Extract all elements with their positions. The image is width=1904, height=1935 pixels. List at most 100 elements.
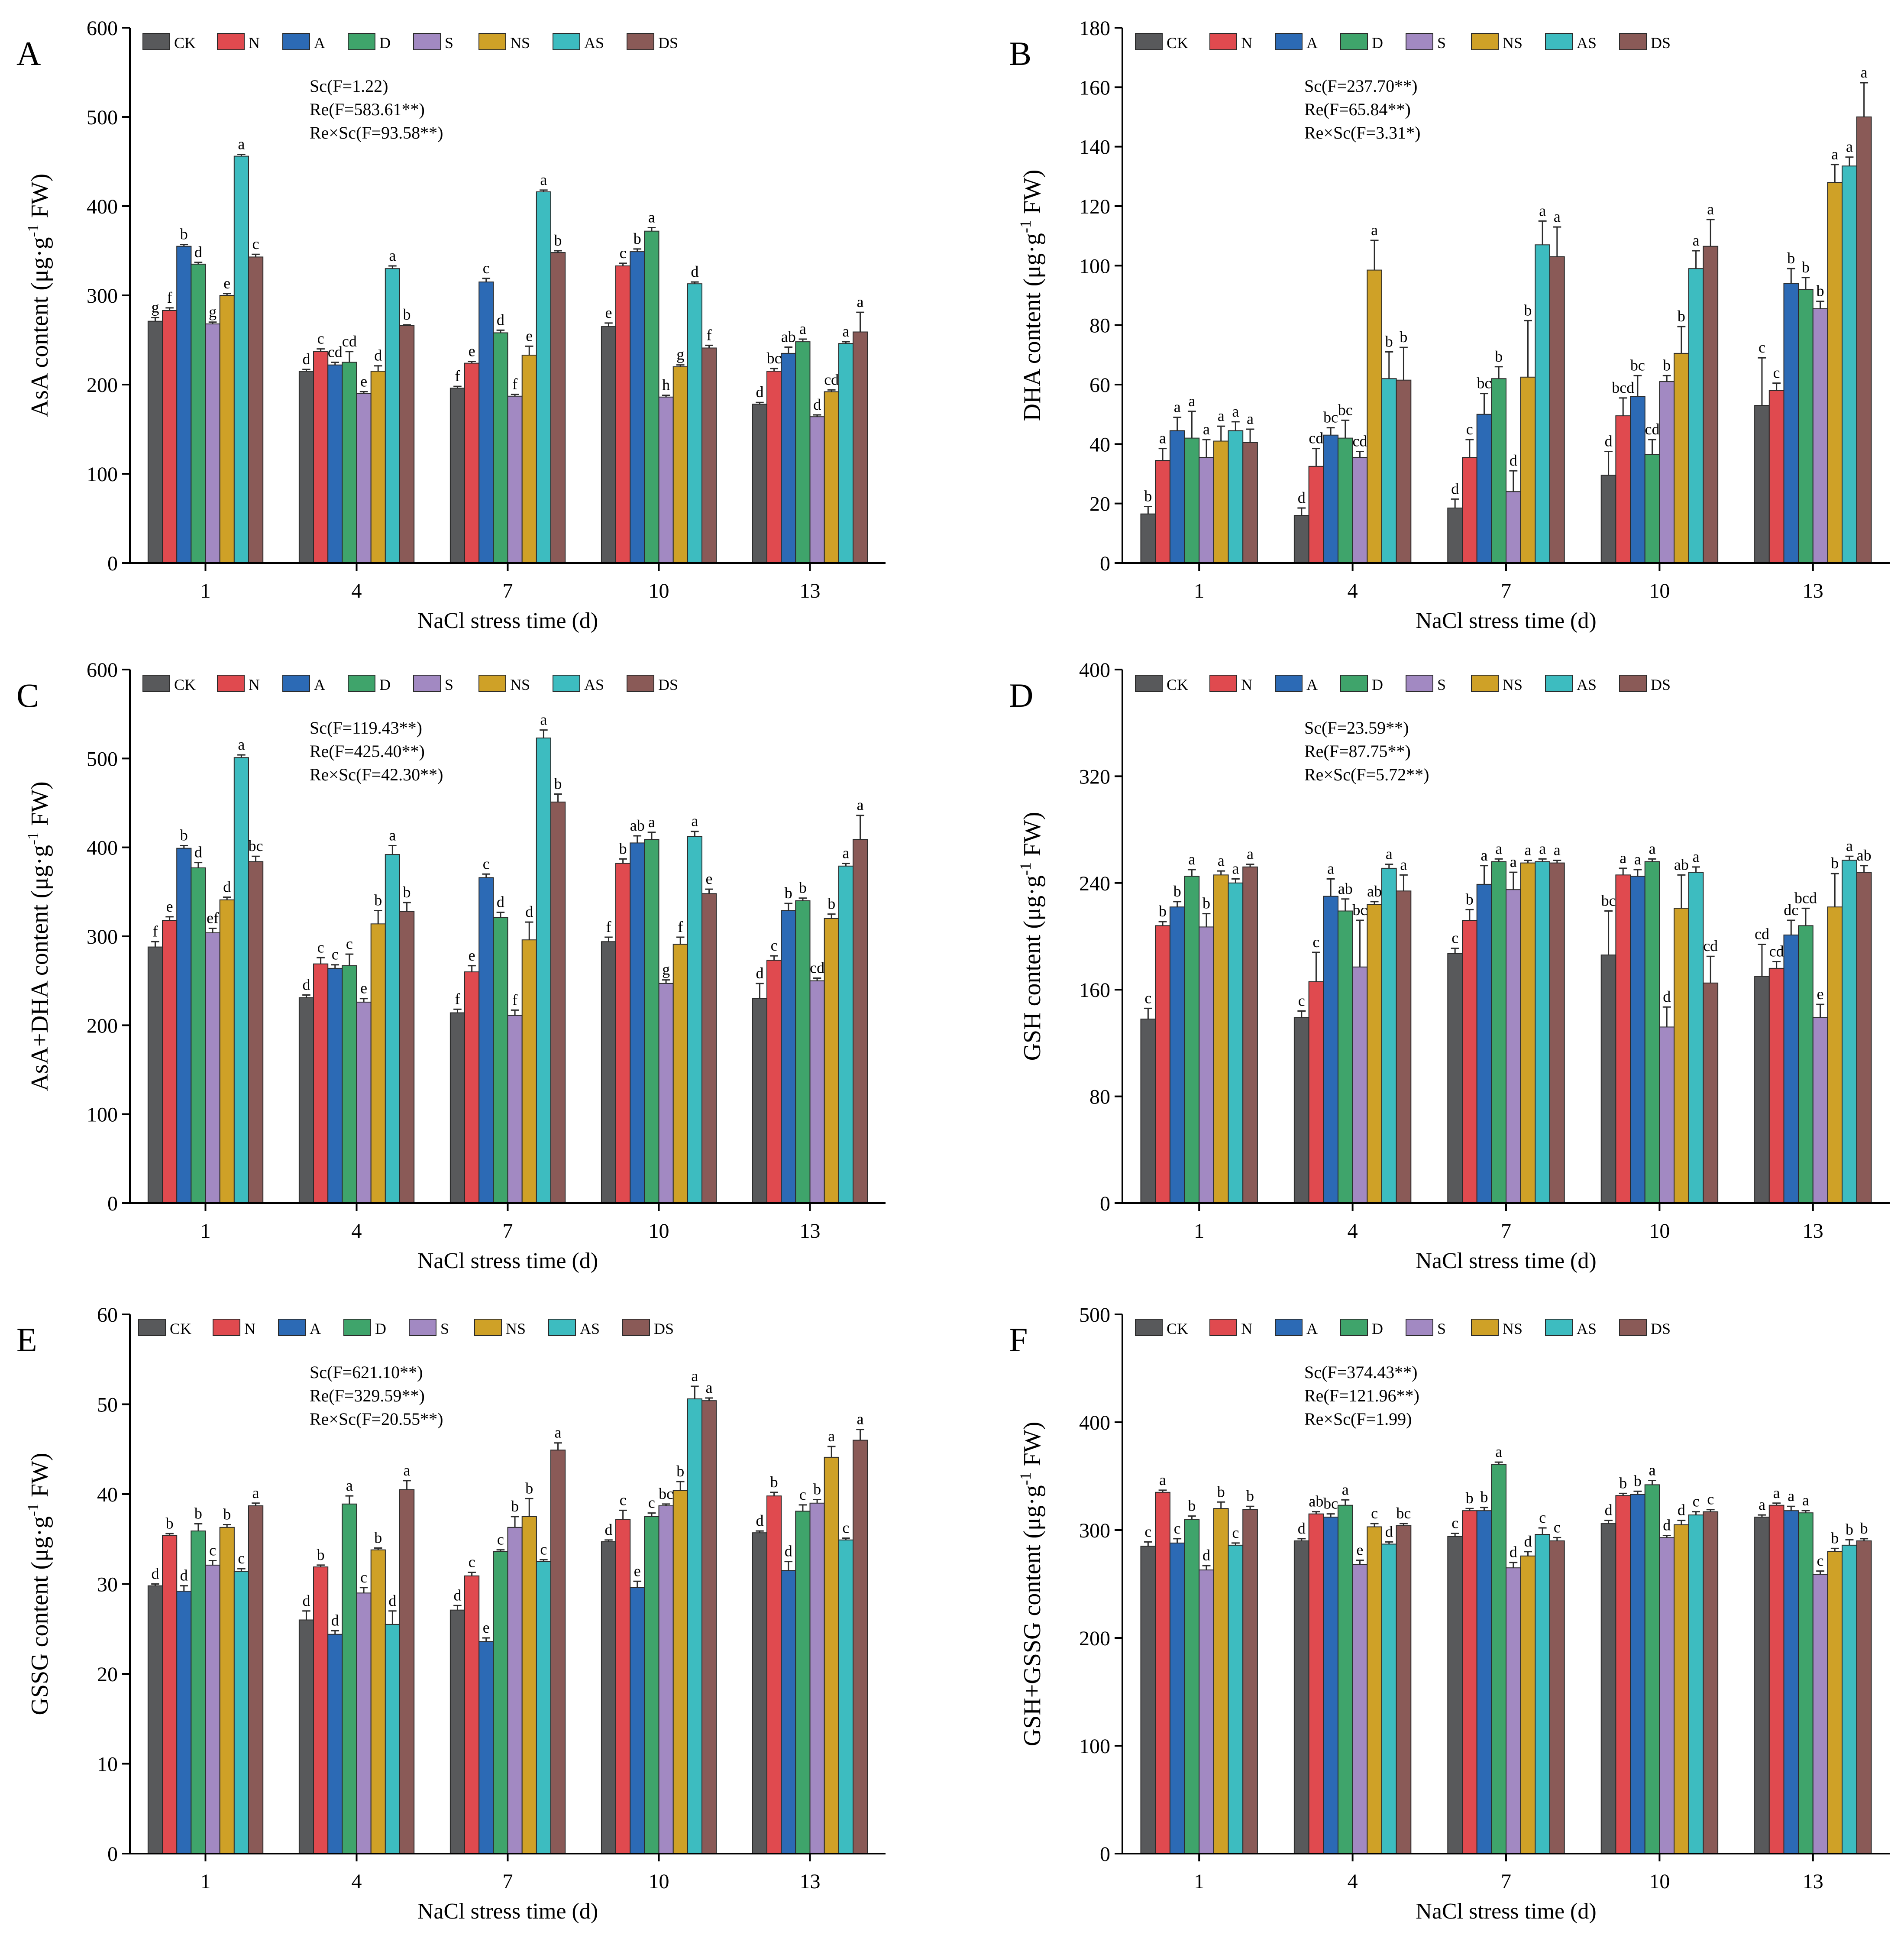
bar-S-1 [1199, 1569, 1214, 1854]
x-axis-label: NaCl stress time (d) [1416, 1249, 1596, 1273]
y-tick-label: 0 [1100, 1843, 1110, 1866]
error-bar-A-13 [784, 903, 793, 911]
sig-letter-S-4: bc [1352, 901, 1367, 919]
sig-letter-NS-13: a [828, 1427, 835, 1445]
error-bar-A-13 [1787, 1505, 1795, 1511]
sig-letter-A-4: a [1327, 860, 1334, 877]
bar-D-10 [644, 839, 659, 1204]
sig-letter-N-7: e [469, 342, 475, 359]
error-bar-N-7 [1465, 1508, 1474, 1511]
sig-letter-A-4: cd [328, 343, 343, 361]
error-bar-CK-10 [604, 1539, 613, 1542]
error-bar-AS-4 [388, 265, 397, 269]
sig-letter-S-1: d [1203, 1547, 1210, 1564]
sig-letter-A-1: a [1174, 398, 1181, 416]
bar-A-13 [1783, 1510, 1799, 1854]
bar-NS-7 [521, 939, 537, 1204]
sig-letter-NS-13: b [828, 895, 835, 912]
bar-NS-7 [521, 355, 537, 563]
y-axis-label-unit: FW) [26, 781, 53, 832]
sig-letter-AS-10: a [1693, 232, 1700, 249]
error-bar-A-1 [180, 845, 188, 848]
sig-letter-N-10: c [620, 244, 627, 262]
bar-S-7 [1506, 1567, 1521, 1854]
bar-NS-7 [1520, 376, 1536, 563]
y-tick-label: 20 [97, 1663, 118, 1686]
sig-letter-DS-7: b [554, 775, 562, 793]
legend-swatch-S [409, 1319, 436, 1336]
error-bar-A-13 [784, 346, 793, 353]
error-bar-A-4 [1326, 878, 1335, 896]
error-bar-A-10 [633, 835, 642, 843]
error-bar-N-1 [165, 1533, 174, 1536]
error-bar-DS-10 [1706, 1509, 1715, 1512]
sig-letter-NS-7: b [525, 1479, 533, 1497]
bar-NS-13 [824, 918, 839, 1204]
legend-swatch-D [348, 675, 375, 692]
y-tick-label: 0 [1100, 552, 1110, 575]
sig-letter-NS-10: g [676, 346, 684, 363]
sig-letter-CK-13: d [756, 964, 764, 982]
anova-stat-line: Re×Sc(F=42.30**) [310, 765, 443, 784]
error-bar-S-7 [511, 1516, 519, 1527]
panel-letter: F [1009, 1321, 1028, 1359]
bar-A-1 [176, 1591, 192, 1854]
sig-letter-D-13: bcd [1794, 889, 1817, 906]
bar-AS-1 [233, 1571, 249, 1854]
error-bar-NS-13 [827, 1446, 836, 1457]
y-tick-label: 300 [1079, 1519, 1110, 1542]
bar-D-10 [1644, 1484, 1660, 1854]
sig-letter-DS-13: a [857, 1411, 864, 1428]
sig-letter-AS-4: d [388, 1592, 396, 1609]
error-bar-AS-1 [237, 1568, 246, 1572]
error-bar-CK-1 [151, 941, 159, 947]
legend-label-AS: AS [584, 676, 604, 693]
bar-AS-1 [1228, 882, 1244, 1204]
sig-letter-CK-10: d [1605, 433, 1613, 450]
anova-stat-line: Re×Sc(F=93.58**) [310, 123, 443, 142]
bar-S-7 [507, 1015, 523, 1204]
x-axis-label: NaCl stress time (d) [417, 1249, 598, 1273]
sig-letter-S-13: b [813, 1480, 821, 1498]
error-bar-D-7 [1494, 858, 1503, 862]
sig-letter-DS-13: ab [1857, 847, 1872, 864]
sig-letter-AS-13: a [842, 845, 849, 862]
sig-letter-A-1: b [180, 226, 188, 243]
bar-A-4 [327, 364, 343, 563]
error-bar-CK-1 [1144, 506, 1152, 514]
bar-NS-10 [672, 1490, 688, 1854]
error-bar-CK-7 [1451, 498, 1459, 508]
sig-letter-NS-1: a [1218, 852, 1225, 869]
bar-A-1 [1169, 906, 1185, 1204]
sig-letter-DS-4: b [1400, 328, 1407, 346]
legend: CK N A D S NS AS DS [1135, 33, 1671, 52]
y-axis-label-superscript: -1 [24, 832, 42, 845]
bar-DS-7 [550, 252, 566, 563]
y-tick-label: 400 [1079, 659, 1110, 682]
error-bar-DS-7 [1553, 226, 1561, 257]
sig-letter-N-1: b [166, 1514, 174, 1532]
bar-N-13 [1768, 1505, 1784, 1854]
bar-D-4 [1337, 1505, 1353, 1854]
legend-swatch-NS [1471, 1319, 1499, 1336]
x-axis-label: NaCl stress time (d) [1416, 608, 1596, 633]
legend-label-N: N [1241, 34, 1252, 52]
anova-stat-line: Re(F=87.75**) [1304, 741, 1411, 761]
y-axis-label-main: AsA content (μg·g [26, 237, 53, 417]
error-bar-CK-10 [604, 936, 613, 942]
y-tick-label: 0 [107, 1843, 118, 1866]
bar-CK-10 [1600, 955, 1616, 1204]
sig-letter-D-13: a [1802, 1492, 1809, 1509]
sig-letter-A-10: ab [630, 817, 645, 834]
bar-CK-7 [1447, 508, 1463, 563]
y-tick-label: 100 [1079, 1735, 1110, 1758]
bar-NS-1 [219, 899, 235, 1204]
sig-letter-CK-7: d [1451, 480, 1459, 497]
sig-letter-A-10: bc [1630, 356, 1645, 374]
bar-AS-13 [838, 343, 854, 563]
legend-label-DS: DS [1651, 34, 1671, 52]
error-bar-CK-4 [1297, 1010, 1306, 1018]
legend-swatch-S [413, 33, 441, 50]
bar-CK-4 [1293, 515, 1309, 563]
legend-swatch-DS [627, 675, 654, 692]
